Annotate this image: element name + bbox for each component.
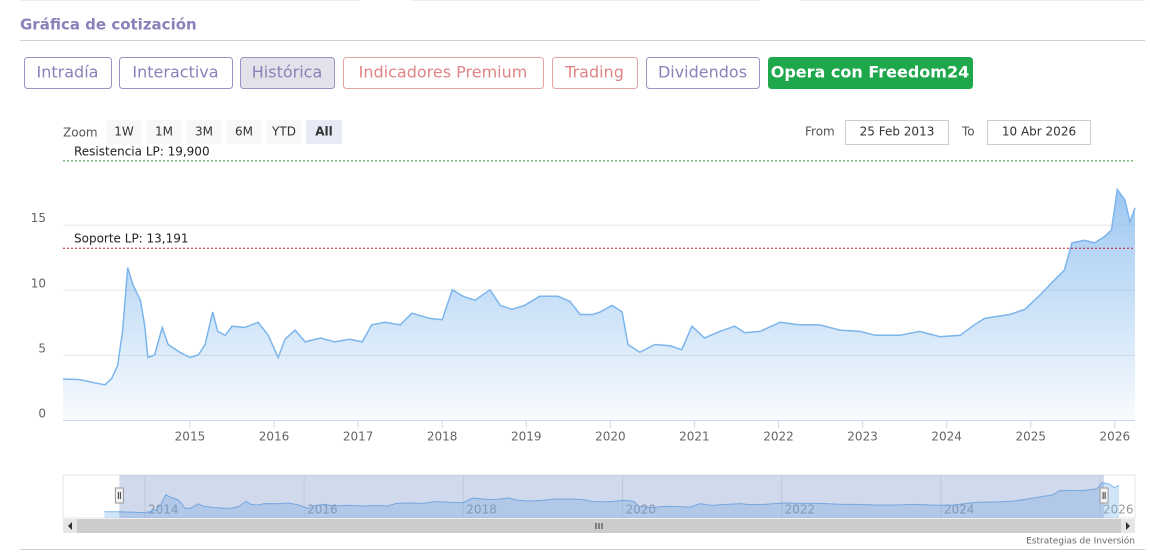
- navigator-handle[interactable]: [114, 487, 124, 504]
- x-tick-label: 2019: [511, 430, 542, 444]
- scroll-arrow: [68, 522, 72, 530]
- scroll-arrow: [1126, 522, 1130, 530]
- x-tick-label: 2017: [343, 430, 374, 444]
- from-date: 25 Feb 2013: [860, 125, 935, 139]
- zoom-button[interactable]: YTD: [266, 120, 302, 144]
- tab-bg: [552, 57, 638, 89]
- navigator-selection: [119, 475, 1105, 518]
- x-tick-label: 2026: [1100, 430, 1131, 444]
- tab-bg: [119, 57, 233, 89]
- credit: Estrategias de Inversión: [1026, 536, 1135, 547]
- tab-bg: [768, 57, 973, 89]
- zoom-bg: [306, 120, 342, 144]
- zoom-bg: [146, 120, 182, 144]
- date-input[interactable]: [845, 120, 949, 145]
- from-label: From: [805, 125, 835, 139]
- tab-label: Histórica: [252, 63, 323, 82]
- price-line: [62, 187, 1136, 386]
- zoom-label: Zoom: [63, 126, 98, 140]
- zoom-button[interactable]: 1M: [146, 120, 182, 144]
- tab-bg: [343, 57, 544, 89]
- zoom-bg: [266, 120, 302, 144]
- zoom-text: 1W: [114, 125, 134, 139]
- handle: [1099, 487, 1109, 504]
- zoom-bg: [186, 120, 222, 144]
- x-tick-label: 2022: [763, 430, 794, 444]
- tab-button[interactable]: Opera con Freedom24: [768, 57, 973, 89]
- x-tick-label: 2021: [679, 430, 710, 444]
- tab-label: Trading: [564, 63, 624, 82]
- navigator-area: [104, 482, 1120, 518]
- y-tick-label: 15: [31, 211, 46, 225]
- y-tick-label: 0: [38, 407, 46, 421]
- x-tick-label: 2018: [427, 430, 458, 444]
- x-tick-label: 2023: [847, 430, 878, 444]
- tab-label: Dividendos: [658, 63, 747, 82]
- navigator-label: 2014: [148, 503, 179, 517]
- navigator-label: 2018: [466, 503, 497, 517]
- zoom-bg: [226, 120, 262, 144]
- navigator-bg: [62, 474, 1136, 519]
- zoom-button[interactable]: All: [306, 120, 342, 144]
- tab-button[interactable]: Indicadores Premium: [343, 57, 544, 89]
- tab-button[interactable]: Trading: [552, 57, 638, 89]
- y-tick-label: 10: [31, 276, 46, 290]
- handle: [114, 487, 124, 504]
- tab-label: Indicadores Premium: [359, 63, 528, 82]
- y-tick-label: 5: [38, 341, 46, 355]
- tab-button[interactable]: Dividendos: [646, 57, 760, 89]
- price-area: [63, 189, 1135, 420]
- navigator-label: 2020: [625, 503, 656, 517]
- zoom-button[interactable]: 3M: [186, 120, 222, 144]
- tab-bg: [646, 57, 760, 89]
- tab-label: Intradía: [37, 63, 99, 82]
- tab-button[interactable]: Histórica: [240, 57, 335, 89]
- tab-label: Interactiva: [132, 63, 218, 82]
- zoom-text: All: [315, 125, 333, 139]
- zoom-text: 1M: [155, 125, 173, 139]
- tab-label: Opera con Freedom24: [771, 63, 969, 82]
- section-title: Gráfica de cotización: [20, 16, 197, 34]
- navigator-label: 2024: [944, 503, 975, 517]
- date-input[interactable]: [987, 120, 1091, 145]
- x-tick-label: 2015: [175, 430, 206, 444]
- zoom-text: 6M: [235, 125, 253, 139]
- x-tick-label: 2024: [931, 430, 962, 444]
- x-tick-label: 2025: [1015, 430, 1046, 444]
- zoom-button[interactable]: 6M: [226, 120, 262, 144]
- tab-button[interactable]: Interactiva: [119, 57, 233, 89]
- navigator-label: 2022: [785, 503, 816, 517]
- zoom-button[interactable]: 1W: [106, 120, 142, 144]
- navigator-line: [104, 482, 1120, 514]
- x-tick-label: 2016: [259, 430, 290, 444]
- plot-line-label: Soporte LP: 13,191: [74, 232, 189, 246]
- x-tick-label: 2020: [595, 430, 626, 444]
- to-label: To: [961, 125, 975, 139]
- tab-bg: [24, 57, 112, 89]
- zoom-text: 3M: [195, 125, 213, 139]
- plot-line-label: Resistencia LP: 19,900: [74, 144, 210, 158]
- navigator-label: 2026: [1103, 503, 1134, 517]
- zoom-bg: [106, 120, 142, 144]
- navigator-handle[interactable]: [1099, 487, 1109, 504]
- tab-bg: [240, 57, 335, 89]
- tab-button[interactable]: Intradía: [24, 57, 112, 89]
- to-date: 10 Abr 2026: [1002, 125, 1076, 139]
- zoom-text: YTD: [271, 125, 296, 139]
